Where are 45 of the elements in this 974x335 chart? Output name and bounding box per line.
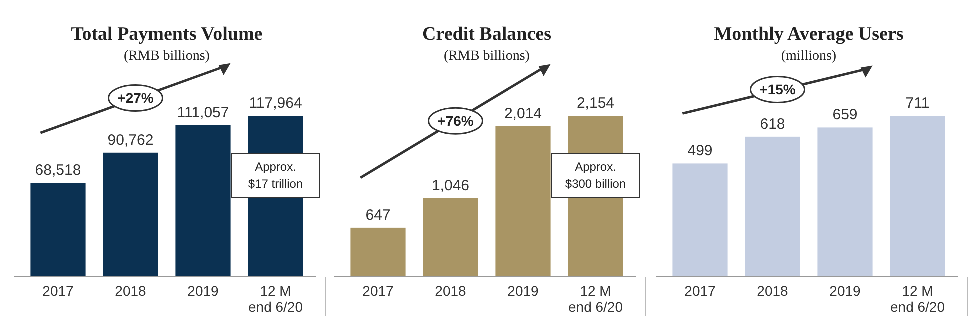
x-tick-label: 2018 [757,283,789,299]
bar [745,136,800,276]
text: +15% [760,82,796,98]
x-tick-label: 2018 [115,283,147,299]
x-tick-label: 12 M end 6/20 [890,283,946,315]
bar [350,228,406,276]
data-label: 2,154 [576,95,615,112]
data-label: 499 [688,142,713,160]
bar [30,183,86,276]
annotation: Approx. $17 trillion [248,160,304,191]
data-label: 1,046 [432,177,470,194]
bar [423,198,478,276]
chart-subtitle: (RMB billions) [444,49,530,64]
data-label: 117,964 [249,95,302,112]
x-tick-label: 2019 [830,283,862,299]
x-tick-label: 2018 [435,283,467,299]
bar [176,125,231,276]
bar [672,164,728,276]
bar [890,116,946,276]
data-label: 647 [366,206,391,224]
x-tick-label: 12 M end 6/20 [248,283,304,315]
data-label: 68,518 [35,162,82,180]
chart-subtitle: (millions) [781,49,837,64]
chart-title: Credit Balances [422,24,552,45]
x-tick-label: 2019 [188,283,220,299]
chart-subtitle: (RMB billions) [124,49,210,64]
data-label: 90,762 [108,132,154,149]
bar [103,152,158,276]
bar [496,126,551,276]
x-tick-label: 2017 [684,283,716,299]
data-label: 711 [906,95,930,112]
data-label: 111,057 [177,104,230,122]
data-label: 2,014 [504,105,542,122]
data-label: 618 [760,116,786,133]
x-tick-label: 2019 [508,283,540,299]
bar [818,128,873,276]
annotation: Approx. $300 billion [565,160,626,191]
chart-title: Monthly Average Users [714,24,904,45]
data-label: 659 [832,106,858,124]
x-tick-label: 2017 [362,283,394,299]
chart-title: Total Payments Volume [71,24,263,45]
x-tick-label: 2017 [42,283,74,299]
text: +27% [118,90,154,106]
x-tick-label: 12 M end 6/20 [568,283,624,315]
annotation: +76% [438,113,474,130]
